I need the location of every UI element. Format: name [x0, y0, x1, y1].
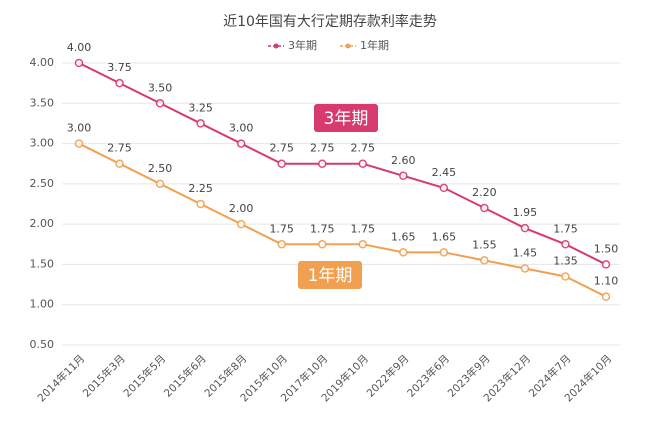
data-label: 2.45	[432, 166, 457, 179]
data-label: 2.60	[391, 154, 416, 167]
data-label: 2.75	[310, 142, 335, 155]
x-tick-label: 2015年3月	[80, 352, 128, 400]
data-label: 3.00	[229, 122, 254, 135]
y-tick-label: 3.50	[30, 96, 55, 109]
y-tick-label: 2.50	[30, 177, 55, 190]
data-point	[74, 58, 84, 68]
data-label: 1.65	[432, 230, 457, 243]
data-point	[439, 183, 449, 193]
data-label: 1.55	[472, 238, 497, 251]
data-label: 2.25	[188, 182, 213, 195]
annotation: 3年期	[324, 109, 369, 129]
data-point	[480, 203, 489, 213]
data-point	[520, 264, 530, 273]
annotation-box	[298, 261, 362, 289]
data-label: 2.50	[148, 162, 173, 175]
data-point	[358, 240, 368, 249]
data-point	[277, 159, 286, 168]
data-point	[520, 223, 530, 233]
data-label: 1.65	[391, 230, 416, 243]
data-point	[480, 256, 489, 265]
legend-label: 3年期	[288, 38, 317, 52]
data-point	[358, 159, 368, 168]
data-point	[317, 159, 327, 168]
data-label: 3.25	[188, 101, 213, 114]
annotation: 1年期	[308, 266, 353, 286]
data-label: 3.50	[148, 81, 173, 94]
x-tick-label: 2015年6月	[161, 352, 209, 400]
data-label: 2.00	[229, 202, 254, 215]
data-point	[601, 260, 611, 269]
data-label: 1.75	[310, 222, 335, 235]
x-tick-label: 2014年11月	[35, 352, 87, 404]
y-tick-label: 1.50	[30, 257, 55, 270]
data-point	[439, 248, 449, 257]
x-tick-label: 2023年6月	[404, 352, 452, 400]
data-point	[601, 292, 611, 301]
legend-label: 1年期	[360, 38, 389, 52]
data-label: 1.75	[269, 222, 294, 235]
data-label: 1.45	[513, 246, 538, 259]
data-point	[317, 240, 327, 249]
data-label: 3.00	[67, 122, 92, 135]
data-point	[155, 99, 165, 108]
data-label: 1.95	[513, 206, 538, 219]
data-label: 2.75	[269, 142, 294, 155]
data-point	[74, 139, 84, 148]
data-point	[399, 171, 408, 181]
data-point	[196, 199, 205, 209]
data-label: 1.35	[553, 255, 578, 268]
x-tick-label: 2022年9月	[364, 352, 412, 400]
series-line	[78, 62, 607, 266]
data-label: 1.75	[351, 222, 376, 235]
data-label: 1.50	[594, 242, 619, 255]
data-point	[236, 219, 246, 229]
legend-marker	[345, 43, 351, 49]
data-point	[236, 139, 246, 148]
data-label: 2.20	[472, 186, 497, 199]
y-tick-label: 4.00	[30, 56, 55, 69]
data-point	[115, 159, 124, 168]
y-tick-label: 1.00	[30, 298, 55, 311]
data-label: 4.00	[67, 41, 92, 54]
y-tick-label: 0.50	[30, 338, 55, 351]
legend-marker	[273, 43, 279, 49]
data-label: 2.75	[351, 142, 376, 155]
data-point	[115, 78, 124, 88]
data-point	[155, 179, 165, 189]
data-label: 1.75	[553, 222, 578, 235]
chart-title: 近10年国有大行定期存款利率走势	[223, 13, 437, 30]
data-point	[561, 240, 570, 249]
data-point	[561, 272, 570, 281]
data-label: 1.10	[594, 275, 619, 288]
data-point	[277, 240, 286, 249]
x-tick-label: 2015年5月	[121, 352, 169, 400]
y-tick-label: 3.00	[30, 137, 55, 150]
y-tick-label: 2.00	[30, 217, 55, 230]
data-point	[399, 248, 408, 257]
data-label: 2.75	[107, 142, 132, 155]
annotation-box	[314, 104, 378, 132]
data-point	[196, 119, 205, 128]
series-line	[78, 142, 607, 298]
data-label: 3.75	[107, 61, 132, 74]
